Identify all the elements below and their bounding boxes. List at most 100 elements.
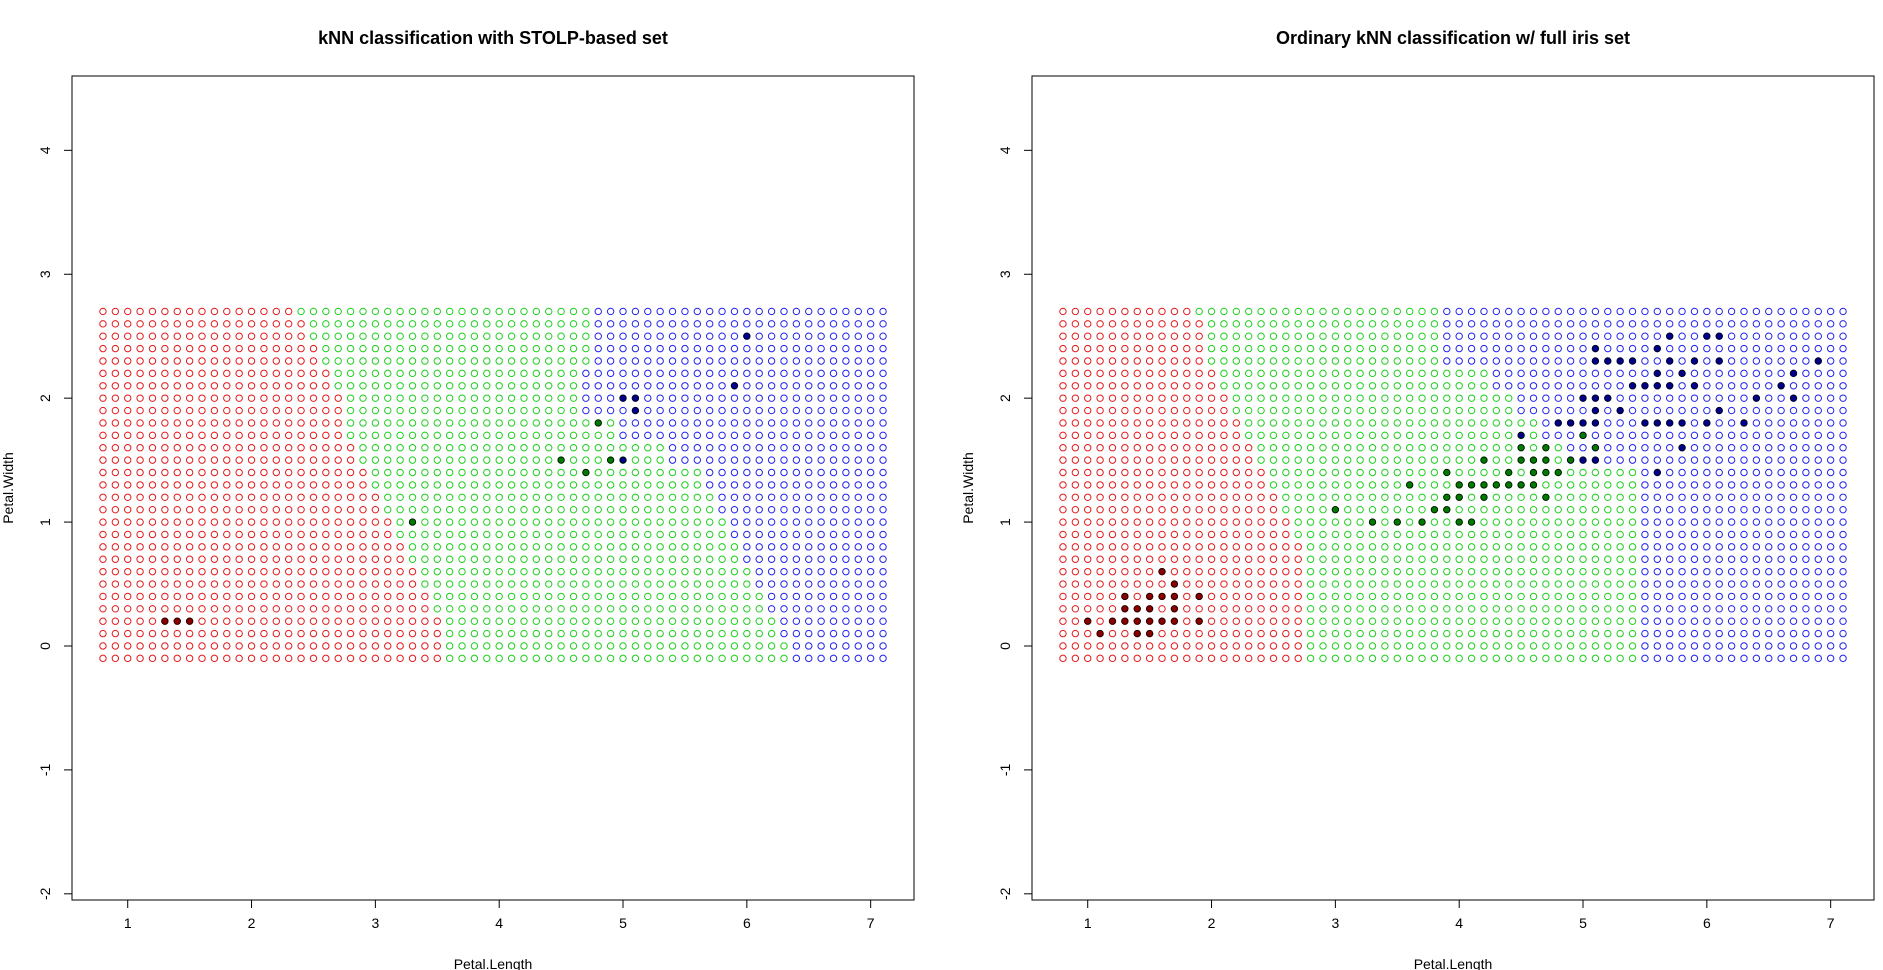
grid-point-versicolor bbox=[755, 605, 763, 613]
grid-point-virginica bbox=[1616, 419, 1624, 427]
grid-point-setosa bbox=[1244, 530, 1253, 539]
grid-point-setosa bbox=[124, 369, 132, 378]
grid-point-setosa bbox=[210, 642, 219, 650]
grid-point-virginica bbox=[1740, 617, 1748, 625]
grid-point-versicolor bbox=[594, 567, 602, 576]
grid-point-virginica bbox=[1641, 481, 1649, 489]
grid-point-virginica bbox=[631, 357, 640, 365]
grid-point-setosa bbox=[124, 419, 132, 427]
grid-point-versicolor bbox=[1269, 468, 1278, 477]
grid-point-versicolor bbox=[718, 518, 726, 526]
grid-point-virginica bbox=[1604, 320, 1612, 328]
grid-point-versicolor bbox=[396, 394, 404, 402]
grid-point-virginica bbox=[1765, 406, 1773, 415]
grid-point-setosa bbox=[297, 617, 305, 625]
grid-point-setosa bbox=[297, 394, 305, 402]
grid-point-virginica bbox=[1529, 369, 1538, 378]
grid-point-versicolor bbox=[1529, 654, 1538, 663]
grid-point-versicolor bbox=[1529, 617, 1538, 625]
grid-point-versicolor bbox=[445, 444, 454, 452]
grid-point-setosa bbox=[1195, 332, 1203, 340]
grid-point-setosa bbox=[1084, 580, 1092, 588]
grid-point-versicolor bbox=[545, 642, 553, 650]
grid-point-versicolor bbox=[1554, 605, 1562, 613]
grid-point-setosa bbox=[260, 406, 268, 415]
grid-point-setosa bbox=[223, 468, 231, 477]
grid-point-virginica bbox=[1641, 580, 1649, 588]
grid-point-virginica bbox=[1703, 406, 1711, 415]
grid-point-virginica bbox=[1715, 369, 1723, 378]
grid-point-versicolor bbox=[1579, 629, 1587, 638]
grid-point-versicolor bbox=[507, 481, 516, 489]
grid-point-versicolor bbox=[421, 419, 429, 427]
grid-point-setosa bbox=[111, 493, 120, 501]
data-point-versicolor bbox=[1505, 468, 1513, 477]
grid-point-setosa bbox=[1071, 592, 1080, 601]
grid-point-versicolor bbox=[421, 344, 429, 353]
grid-point-virginica bbox=[755, 357, 763, 365]
grid-point-versicolor bbox=[396, 419, 404, 427]
x-tick-label: 5 bbox=[619, 915, 627, 931]
grid-point-setosa bbox=[1207, 481, 1216, 489]
grid-point-versicolor bbox=[1455, 431, 1463, 440]
grid-point-versicolor bbox=[1294, 332, 1302, 340]
grid-point-versicolor bbox=[1430, 444, 1439, 452]
grid-point-virginica bbox=[866, 654, 875, 663]
grid-point-setosa bbox=[334, 518, 342, 526]
grid-point-setosa bbox=[1158, 307, 1166, 316]
grid-point-virginica bbox=[755, 505, 763, 514]
grid-point-versicolor bbox=[1579, 555, 1587, 563]
grid-point-setosa bbox=[210, 567, 219, 576]
grid-point-virginica bbox=[1839, 431, 1847, 440]
grid-point-setosa bbox=[1294, 617, 1302, 625]
grid-point-versicolor bbox=[1344, 320, 1352, 328]
grid-point-virginica bbox=[1727, 394, 1736, 402]
grid-point-setosa bbox=[1084, 357, 1092, 365]
grid-point-setosa bbox=[247, 518, 256, 526]
grid-point-setosa bbox=[1133, 505, 1141, 514]
grid-point-virginica bbox=[842, 518, 850, 526]
grid-point-setosa bbox=[173, 456, 181, 464]
grid-point-virginica bbox=[1703, 505, 1711, 514]
grid-point-setosa bbox=[322, 629, 330, 638]
grid-point-virginica bbox=[1554, 369, 1562, 378]
grid-point-virginica bbox=[1616, 320, 1624, 328]
grid-point-setosa bbox=[1096, 493, 1104, 501]
plot-frame bbox=[71, 75, 915, 901]
grid-point-versicolor bbox=[483, 617, 491, 625]
grid-point-setosa bbox=[1108, 629, 1117, 638]
grid-point-versicolor bbox=[1455, 456, 1463, 464]
grid-point-versicolor bbox=[1405, 642, 1414, 650]
data-point-versicolor bbox=[1591, 444, 1600, 452]
grid-point-versicolor bbox=[1405, 505, 1414, 514]
data-point-setosa bbox=[1121, 605, 1129, 613]
grid-point-versicolor bbox=[384, 419, 392, 427]
grid-point-virginica bbox=[842, 592, 850, 601]
grid-point-setosa bbox=[1269, 555, 1278, 563]
grid-point-versicolor bbox=[458, 307, 466, 316]
grid-point-versicolor bbox=[1356, 592, 1364, 601]
grid-point-versicolor bbox=[1418, 580, 1426, 588]
grid-point-setosa bbox=[210, 505, 219, 514]
grid-point-setosa bbox=[384, 518, 392, 526]
grid-point-virginica bbox=[1814, 344, 1822, 353]
x-axis-label: Petal.Length bbox=[454, 956, 533, 970]
grid-point-setosa bbox=[1195, 419, 1203, 427]
grid-point-versicolor bbox=[1455, 543, 1463, 551]
grid-point-virginica bbox=[1802, 320, 1810, 328]
grid-point-setosa bbox=[1145, 518, 1154, 526]
grid-point-virginica bbox=[1566, 406, 1575, 415]
grid-point-versicolor bbox=[1443, 555, 1451, 563]
grid-point-virginica bbox=[866, 320, 875, 328]
grid-point-virginica bbox=[829, 629, 838, 638]
grid-point-versicolor bbox=[557, 642, 565, 650]
grid-point-virginica bbox=[1839, 617, 1847, 625]
grid-point-setosa bbox=[260, 456, 268, 464]
grid-point-versicolor bbox=[1195, 307, 1203, 316]
grid-point-versicolor bbox=[1319, 518, 1327, 526]
grid-point-versicolor bbox=[346, 320, 355, 328]
grid-point-versicolor bbox=[1616, 567, 1624, 576]
grid-point-virginica bbox=[1802, 481, 1810, 489]
grid-point-setosa bbox=[297, 456, 305, 464]
grid-point-versicolor bbox=[1405, 580, 1414, 588]
